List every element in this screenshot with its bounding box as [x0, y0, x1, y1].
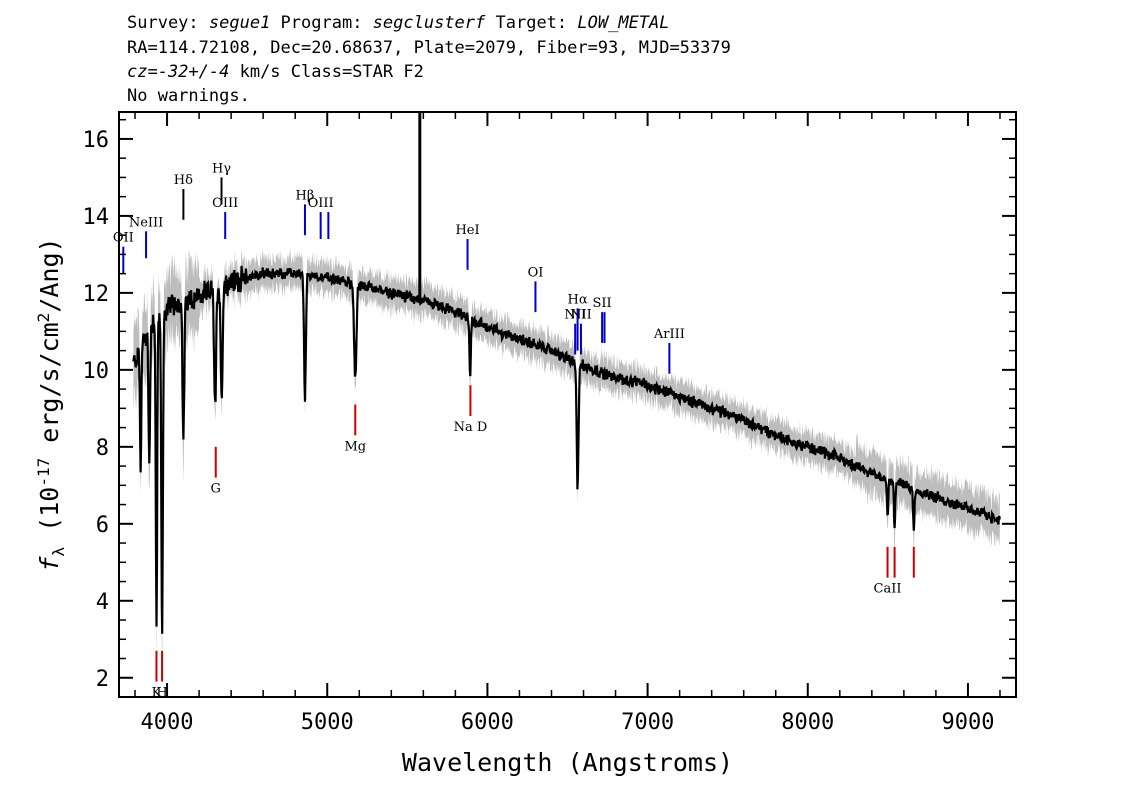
x-tick-label: 7000 — [621, 710, 674, 735]
error-band — [133, 247, 1000, 681]
emission-line-label: Hβ — [296, 188, 315, 203]
x-tick-label: 4000 — [141, 710, 194, 735]
emission-line-label: HeI — [455, 223, 479, 238]
header-line-warnings: No warnings. — [127, 86, 250, 106]
y-axis-title: fλ (10-17 erg/s/cm2/Ang) — [34, 237, 68, 571]
axis-ticks: 4000 5000 6000 7000 8000 9000 2 4 6 8 10 12 14 16 — [83, 112, 1016, 735]
x-tick-label: 9000 — [941, 710, 994, 735]
y-tick-label: 6 — [96, 513, 109, 538]
plot-area: OIINeIIIOIIIHβOIIIHeIOINIIHαNIISIIArIIIH… — [113, 112, 1001, 701]
flux-line — [132, 265, 1001, 634]
absorption-line-label: CaII — [874, 582, 902, 597]
header-block: Survey: segue1 Program: segclusterf Targ… — [127, 13, 731, 106]
y-tick-label: 8 — [96, 436, 109, 461]
y-tick-label: 2 — [96, 667, 109, 692]
balmer-line-label: Hδ — [174, 173, 193, 188]
balmer-line-label: Hγ — [212, 161, 231, 176]
emission-line-label: SII — [593, 296, 612, 311]
line-markers: OIINeIIIOIIIHβOIIIHeIOINIIHαNIISIIArIIIH… — [113, 161, 915, 701]
emission-line-label: OIII — [212, 196, 238, 211]
y-tick-label: 10 — [83, 359, 110, 384]
emission-line-label: ArIII — [653, 327, 685, 342]
absorption-line-label: G — [211, 482, 221, 497]
x-tick-label: 6000 — [461, 710, 514, 735]
y-tick-label: 16 — [83, 128, 110, 153]
absorption-line-label: Na D — [454, 420, 488, 435]
header-line-survey: Survey: segue1 Program: segclusterf Targ… — [127, 13, 670, 33]
x-tick-label: 5000 — [301, 710, 354, 735]
x-axis-title: Wavelength (Angstroms) — [402, 748, 733, 777]
absorption-line-label: H — [156, 686, 167, 701]
header-line-coords: RA=114.72108, Dec=20.68637, Plate=2079, … — [127, 38, 731, 58]
y-tick-label: 12 — [83, 282, 110, 307]
y-axis-title-text: fλ (10-17 erg/s/cm2/Ang) — [34, 237, 68, 571]
header-line-redshift: cz=-32+/-4 km/s Class=STAR F2 — [127, 62, 424, 82]
emission-line-label: Hα — [568, 292, 588, 307]
emission-line-label: OII — [113, 231, 134, 246]
x-tick-label: 8000 — [781, 710, 834, 735]
emission-line-label: NeIII — [129, 215, 163, 230]
emission-line-label: NII — [564, 308, 586, 323]
y-tick-label: 14 — [83, 205, 110, 230]
flux-error-band — [133, 247, 1000, 681]
emission-line-label: OI — [528, 265, 544, 280]
emission-line-label: OIII — [308, 196, 334, 211]
emission-line-label: NII — [570, 308, 592, 323]
flux-layer — [132, 112, 1001, 634]
absorption-line-label: K — [152, 686, 162, 701]
y-tick-label: 4 — [96, 590, 109, 615]
plot-frame — [118, 111, 1017, 698]
absorption-line-label: Mg — [344, 439, 366, 454]
